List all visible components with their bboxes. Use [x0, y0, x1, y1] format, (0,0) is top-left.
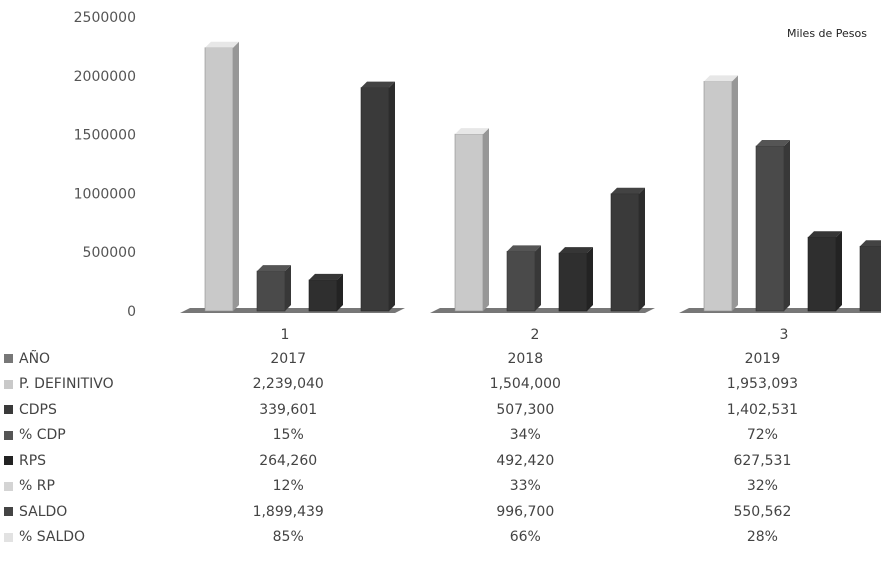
bar — [360, 81, 395, 312]
y-tick-label: 1000000 — [74, 186, 136, 202]
floor-shelf — [430, 308, 655, 313]
table-row: P. DEFINITIVO 2,239,040 1,504,000 1,953,093 — [4, 372, 881, 398]
table-cell: 627,531 — [733, 452, 792, 469]
bar — [755, 140, 790, 312]
bar — [256, 265, 291, 312]
y-tick-label: 0 — [127, 304, 136, 320]
legend-key-icon — [4, 507, 13, 517]
table-cell: 66% — [509, 529, 541, 546]
row-label: CDPS — [4, 397, 170, 423]
x-tick-label: 3 — [780, 327, 789, 343]
table-cell: 2018 — [507, 350, 544, 367]
bar — [308, 273, 343, 312]
table-cell: 2019 — [744, 350, 781, 367]
table-cell: 32% — [746, 478, 778, 495]
table-cell: 12% — [272, 478, 304, 495]
table-cell: 1,953,093 — [726, 376, 799, 393]
x-tick-label: 2 — [531, 327, 540, 343]
bar — [703, 75, 738, 312]
table-cell: 1,504,000 — [489, 376, 561, 393]
legend-key-icon — [4, 354, 13, 364]
table-cell: 264,260 — [259, 452, 318, 469]
bar — [610, 187, 645, 312]
row-label-text: P. DEFINITIVO — [19, 376, 114, 393]
table-cell: 507,300 — [496, 401, 555, 418]
unit-note: Miles de Pesos — [787, 27, 867, 40]
table-row: RPS 264,260 492,420 627,531 — [4, 448, 881, 474]
table-cell: 85% — [272, 529, 304, 546]
row-label: AÑO — [4, 346, 170, 372]
legend-key-icon — [4, 379, 13, 389]
row-label: % RP — [4, 474, 170, 500]
row-label-text: RPS — [19, 452, 47, 469]
table-row: AÑO 2017 2018 2019 — [4, 346, 881, 372]
row-label-text: CDPS — [19, 401, 57, 418]
legend-key-icon — [4, 430, 13, 440]
table-cell: 2017 — [270, 350, 307, 367]
data-table: AÑO 2017 2018 2019 P. DEFINITIVO 2,239,040 1,5… — [4, 346, 881, 550]
x-tick-label: 1 — [281, 327, 290, 343]
table-row: % RP 12% 33% 32% — [4, 474, 881, 500]
table-row: % CDP 15% 34% 72% — [4, 423, 881, 449]
y-axis: 0 500000 1000000 1500000 2000000 2500000 — [74, 10, 136, 320]
row-label: RPS — [4, 448, 170, 474]
row-label: SALDO — [4, 499, 170, 525]
y-tick-label: 1500000 — [74, 128, 136, 144]
y-tick-label: 2000000 — [74, 69, 136, 85]
table-cell: 996,700 — [496, 503, 555, 520]
bar — [859, 240, 881, 312]
x-axis: 1 2 3 — [281, 327, 789, 343]
bar — [204, 41, 239, 312]
bar — [454, 128, 489, 312]
table-cell: 1,899,439 — [252, 503, 324, 520]
legend-key-icon — [4, 532, 13, 542]
row-label-text: AÑO — [19, 350, 51, 367]
table-cell: 28% — [746, 529, 778, 546]
row-label: % SALDO — [4, 525, 170, 551]
row-label-text: % RP — [19, 478, 55, 495]
y-tick-label: 500000 — [83, 245, 136, 261]
table-cell: 2,239,040 — [252, 376, 324, 393]
bars — [204, 41, 881, 312]
row-label-text: % SALDO — [19, 529, 86, 546]
table-cell: 339,601 — [259, 401, 318, 418]
table-cell: 15% — [272, 427, 304, 444]
bar — [558, 247, 593, 312]
y-tick-label: 2500000 — [74, 10, 136, 26]
row-label: % CDP — [4, 423, 170, 449]
bar — [807, 231, 842, 312]
row-label-text: SALDO — [19, 503, 68, 520]
table-row: CDPS 339,601 507,300 1,402,531 — [4, 397, 881, 423]
row-label: P. DEFINITIVO — [4, 372, 170, 398]
row-label-text: % CDP — [19, 427, 66, 444]
legend-key-icon — [4, 481, 13, 491]
table-row: SALDO 1,899,439 996,700 550,562 — [4, 499, 881, 525]
table-cell: 492,420 — [496, 452, 555, 469]
legend-key-icon — [4, 405, 13, 415]
table-row: % SALDO 85% 66% 28% — [4, 525, 881, 551]
table-cell: 72% — [746, 427, 778, 444]
table-cell: 1,402,531 — [726, 401, 799, 418]
table-cell: 34% — [509, 427, 541, 444]
bar — [506, 245, 541, 312]
floor-shelf — [180, 308, 405, 313]
table-cell: 33% — [509, 478, 541, 495]
table-cell: 550,562 — [733, 503, 792, 520]
legend-key-icon — [4, 456, 13, 466]
